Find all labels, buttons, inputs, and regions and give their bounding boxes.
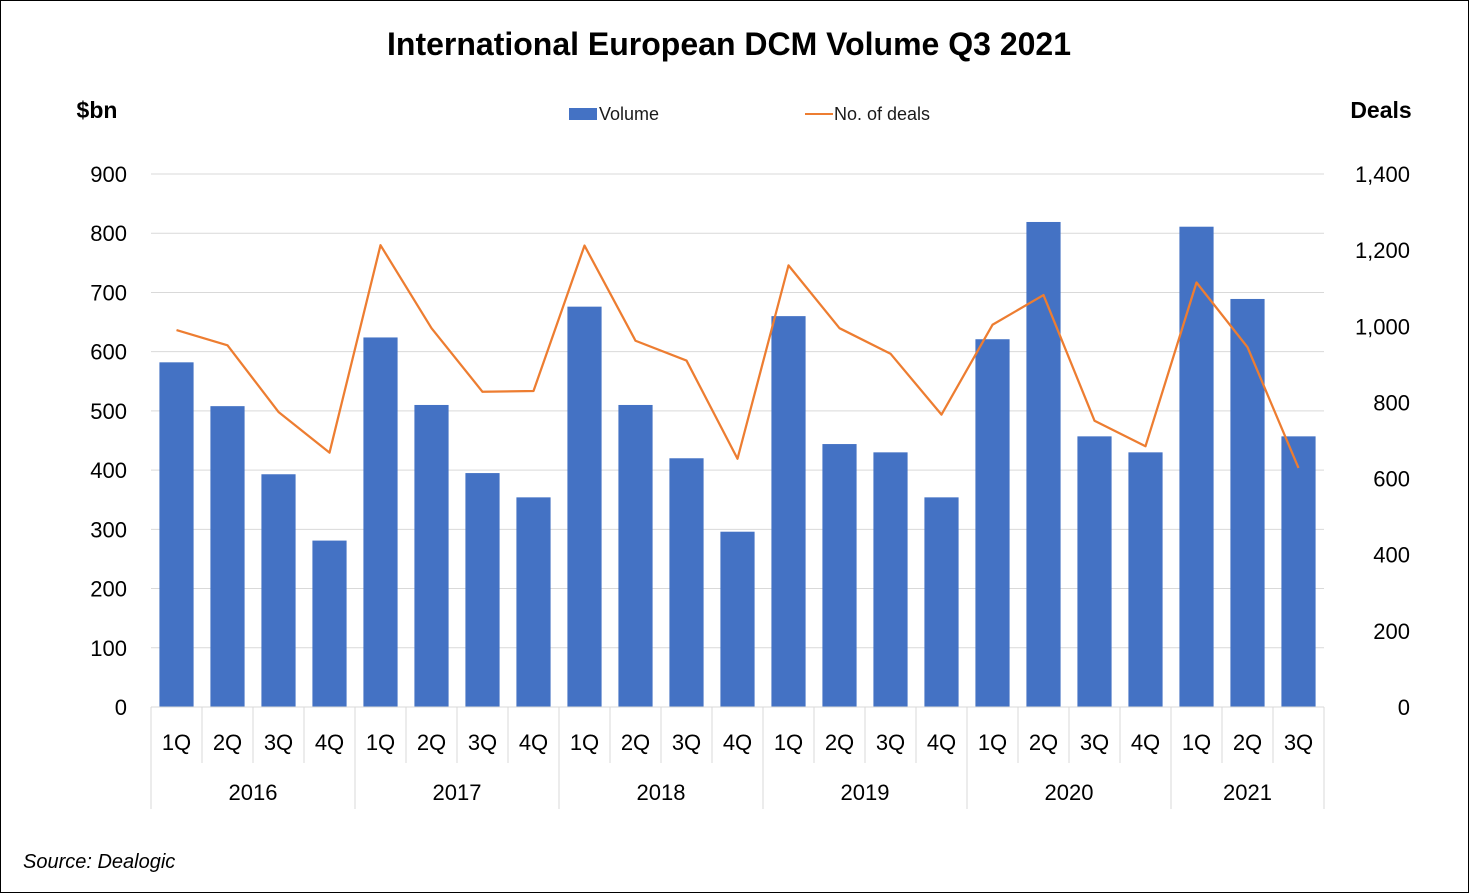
volume-bars <box>159 221 1316 708</box>
right-tick-label: 1,000 <box>1355 314 1410 339</box>
year-label: 2020 <box>1045 780 1094 805</box>
quarter-label: 2Q <box>1029 730 1058 755</box>
quarter-label: 2Q <box>825 730 854 755</box>
volume-bar <box>261 474 296 707</box>
volume-bar <box>1281 436 1316 707</box>
right-tick-label: 0 <box>1398 695 1410 720</box>
year-label: 2017 <box>433 780 482 805</box>
quarter-label: 3Q <box>672 730 701 755</box>
volume-bar <box>567 306 602 707</box>
quarter-label: 2Q <box>1233 730 1262 755</box>
source-note: Source: Dealogic <box>23 851 175 873</box>
quarter-label: 2Q <box>417 730 446 755</box>
left-tick-label: 0 <box>115 695 127 720</box>
volume-bar <box>771 316 806 707</box>
left-tick-label: 400 <box>90 458 127 483</box>
volume-bar <box>363 337 398 707</box>
volume-bar <box>465 473 500 707</box>
volume-bar <box>1230 298 1265 707</box>
volume-bar <box>924 497 959 707</box>
year-label: 2016 <box>229 780 278 805</box>
right-tick-label: 400 <box>1373 543 1410 568</box>
quarter-label: 1Q <box>570 730 599 755</box>
quarter-label: 4Q <box>723 730 752 755</box>
quarter-label: 3Q <box>876 730 905 755</box>
year-label: 2021 <box>1223 780 1272 805</box>
volume-bar <box>1077 436 1112 707</box>
volume-bar <box>873 452 908 707</box>
chart-title: International European DCM Volume Q3 202… <box>387 26 1071 62</box>
right-axis-title: Deals <box>1350 97 1411 123</box>
left-tick-label: 100 <box>90 636 127 661</box>
right-tick-label: 600 <box>1373 467 1410 492</box>
left-tick-label: 600 <box>90 340 127 365</box>
legend-volume-label: Volume <box>599 104 659 124</box>
left-axis-title: $bn <box>77 97 118 123</box>
legend-deals-label: No. of deals <box>834 104 930 124</box>
right-tick-label: 200 <box>1373 619 1410 644</box>
quarter-label: 4Q <box>927 730 956 755</box>
quarter-label: 4Q <box>1131 730 1160 755</box>
quarter-label: 2Q <box>213 730 242 755</box>
volume-bar <box>822 444 857 707</box>
quarter-label: 1Q <box>774 730 803 755</box>
x-axis: 1Q 2Q 3Q 4Q 1Q 2Q 3Q 4Q 1Q 2Q 3Q 4Q 1Q 2Q 3Q 4Q 1Q 2Q 3Q 4Q… <box>150 706 1325 809</box>
volume-bar <box>669 458 704 707</box>
right-tick-label: 800 <box>1373 390 1410 415</box>
volume-bar <box>414 404 449 707</box>
right-tick-label: 1,400 <box>1355 162 1410 187</box>
left-tick-label: 800 <box>90 221 127 246</box>
quarter-label: 1Q <box>1182 730 1211 755</box>
legend: Volume No. of deals <box>569 104 930 124</box>
volume-bar <box>1179 226 1214 708</box>
quarter-label: 4Q <box>315 730 344 755</box>
legend-volume-swatch <box>569 108 597 120</box>
year-label: 2018 <box>637 780 686 805</box>
left-tick-label: 200 <box>90 577 127 602</box>
volume-bar <box>516 497 551 707</box>
right-tick-label: 1,200 <box>1355 238 1410 263</box>
volume-bar <box>975 339 1010 707</box>
volume-bar <box>312 540 347 707</box>
year-label: 2019 <box>841 780 890 805</box>
quarter-label: 3Q <box>1284 730 1313 755</box>
right-axis-ticks: 0 200 400 600 800 1,000 1,200 1,400 <box>1355 162 1410 720</box>
quarter-label: 2Q <box>621 730 650 755</box>
left-tick-label: 900 <box>90 162 127 187</box>
quarter-label: 1Q <box>978 730 1007 755</box>
left-tick-label: 700 <box>90 280 127 305</box>
quarter-label: 1Q <box>162 730 191 755</box>
quarter-label: 3Q <box>1080 730 1109 755</box>
quarter-label: 3Q <box>264 730 293 755</box>
quarter-label: 4Q <box>519 730 548 755</box>
left-axis-ticks: 0 100 200 300 400 500 600 700 800 900 <box>90 162 127 720</box>
volume-bar <box>210 406 245 707</box>
quarter-label: 1Q <box>366 730 395 755</box>
left-tick-label: 300 <box>90 517 127 542</box>
volume-bar <box>159 362 194 707</box>
left-tick-label: 500 <box>90 399 127 424</box>
volume-bar <box>720 531 755 707</box>
deals-line <box>176 244 1300 469</box>
volume-bar <box>618 404 653 707</box>
quarter-label: 3Q <box>468 730 497 755</box>
deals-series-line <box>176 244 1300 469</box>
volume-bar <box>1128 452 1163 707</box>
